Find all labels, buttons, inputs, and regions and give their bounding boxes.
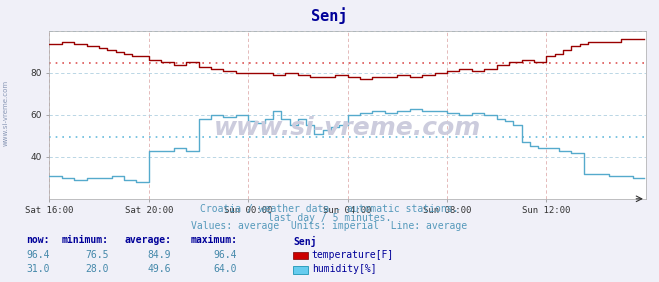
- Text: last day / 5 minutes.: last day / 5 minutes.: [268, 213, 391, 223]
- Text: maximum:: maximum:: [190, 235, 237, 245]
- Text: www.si-vreme.com: www.si-vreme.com: [214, 116, 481, 140]
- Text: 49.6: 49.6: [148, 264, 171, 274]
- Text: Senj: Senj: [311, 7, 348, 24]
- Text: temperature[F]: temperature[F]: [312, 250, 394, 259]
- Text: 96.4: 96.4: [26, 250, 49, 259]
- Text: 84.9: 84.9: [148, 250, 171, 259]
- Text: minimum:: minimum:: [62, 235, 109, 245]
- Text: Values: average  Units: imperial  Line: average: Values: average Units: imperial Line: av…: [191, 221, 468, 231]
- Text: now:: now:: [26, 235, 49, 245]
- Text: 96.4: 96.4: [214, 250, 237, 259]
- Text: www.si-vreme.com: www.si-vreme.com: [2, 80, 9, 146]
- Text: 64.0: 64.0: [214, 264, 237, 274]
- Text: humidity[%]: humidity[%]: [312, 264, 376, 274]
- Text: 31.0: 31.0: [26, 264, 49, 274]
- Text: Senj: Senj: [293, 235, 317, 246]
- Text: average:: average:: [125, 235, 171, 245]
- Text: Croatia / weather data - automatic stations.: Croatia / weather data - automatic stati…: [200, 204, 459, 214]
- Text: 76.5: 76.5: [85, 250, 109, 259]
- Text: 28.0: 28.0: [85, 264, 109, 274]
